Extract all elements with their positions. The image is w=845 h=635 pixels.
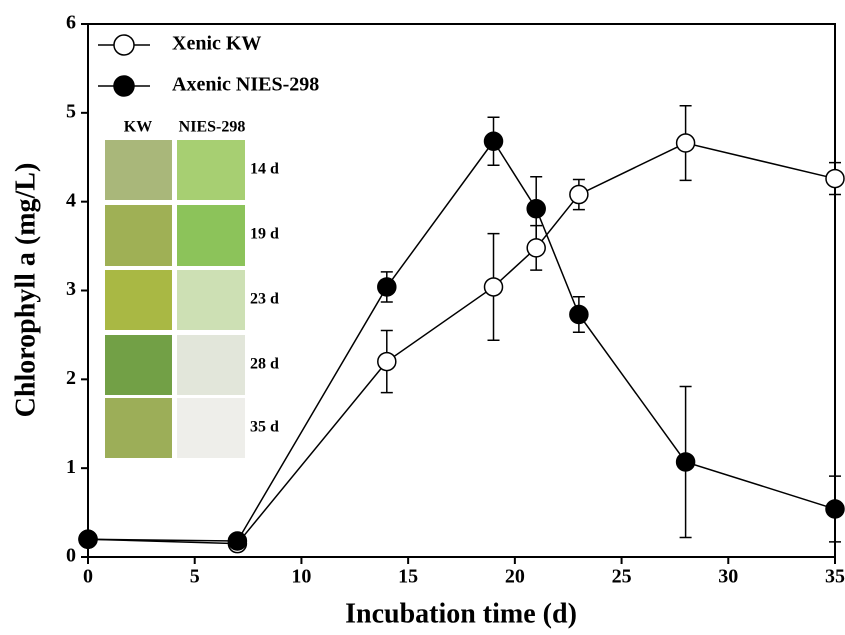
- inset-row-label: 35 d: [250, 419, 279, 436]
- marker: [569, 184, 589, 205]
- marker: [483, 131, 504, 152]
- marker: [526, 238, 546, 258]
- legend-label: Xenic KW: [172, 33, 261, 55]
- inset-column-label: KW: [124, 119, 152, 136]
- inset-row-label: 19 d: [250, 226, 279, 243]
- marker: [526, 199, 546, 219]
- series-line: [87, 139, 836, 542]
- y-tick-label: 6: [66, 12, 76, 34]
- legend-marker: [113, 75, 135, 97]
- x-tick-label: 35: [825, 566, 845, 588]
- marker: [825, 499, 845, 519]
- y-tick-label: 4: [66, 189, 76, 211]
- marker: [675, 133, 696, 153]
- swatch: [177, 205, 245, 266]
- swatch: [177, 270, 245, 330]
- inset-row-label: 23 d: [250, 291, 279, 308]
- inset-row-label: 14 d: [250, 161, 279, 178]
- series-line: [87, 142, 836, 545]
- x-tick-label: 5: [190, 566, 200, 588]
- x-tick-label: 10: [291, 566, 311, 588]
- marker: [483, 277, 504, 297]
- inset-swatches: [105, 140, 245, 458]
- swatch: [105, 270, 172, 330]
- swatch: [105, 205, 172, 266]
- x-axis-title: Incubation time (d): [345, 598, 577, 629]
- x-tick-label: 25: [612, 566, 632, 588]
- y-tick-label: 3: [66, 278, 76, 300]
- inset-row-label: 28 d: [250, 356, 279, 373]
- y-tick-label: 2: [66, 367, 76, 389]
- x-tick-label: 20: [505, 566, 525, 588]
- marker: [377, 277, 397, 297]
- swatch: [105, 398, 172, 458]
- legend-label: Axenic NIES-298: [172, 74, 319, 96]
- x-tick-label: 30: [718, 566, 738, 588]
- inset-column-label: NIES-298: [179, 119, 246, 136]
- marker: [825, 168, 845, 189]
- y-axis-title: Chlorophyll a (mg/L): [10, 163, 41, 418]
- y-tick-label: 0: [66, 545, 76, 567]
- marker: [227, 531, 248, 551]
- swatch: [177, 140, 245, 200]
- swatch: [177, 398, 245, 458]
- x-tick-label: 15: [398, 566, 418, 588]
- marker: [569, 304, 589, 325]
- swatch: [177, 335, 245, 395]
- swatch: [105, 335, 172, 395]
- x-tick-label: 0: [83, 566, 93, 588]
- y-tick-label: 1: [66, 456, 76, 478]
- y-tick-label: 5: [66, 100, 76, 122]
- legend-marker: [113, 34, 135, 56]
- marker: [675, 452, 696, 472]
- marker: [78, 529, 98, 549]
- marker: [377, 351, 397, 372]
- swatch: [105, 140, 172, 200]
